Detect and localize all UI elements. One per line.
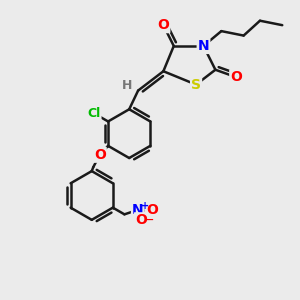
Text: O: O [158, 18, 169, 32]
Text: N: N [132, 203, 144, 217]
Text: S: S [191, 78, 201, 92]
Text: O: O [135, 213, 147, 227]
Text: N: N [198, 39, 209, 53]
Text: −: − [145, 215, 154, 225]
Text: O: O [146, 203, 158, 217]
Text: Cl: Cl [87, 107, 101, 120]
Text: O: O [94, 148, 106, 162]
Text: O: O [230, 70, 242, 84]
Text: H: H [122, 79, 132, 92]
Text: +: + [141, 201, 149, 211]
